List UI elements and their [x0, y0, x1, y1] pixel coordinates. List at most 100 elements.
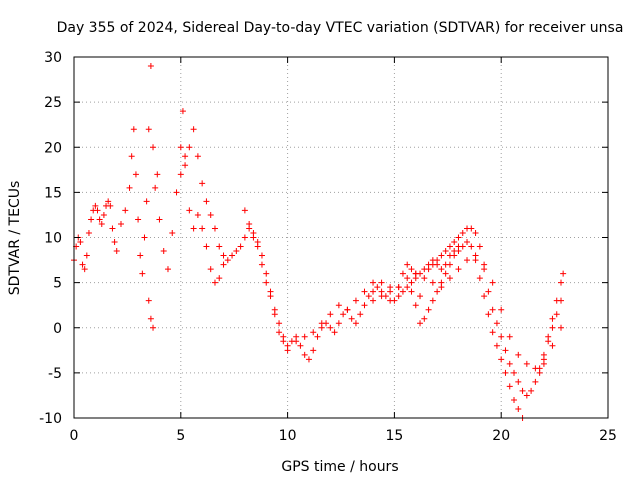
- data-point: [378, 279, 385, 286]
- data-point: [122, 207, 129, 214]
- data-point: [160, 248, 167, 255]
- data-point: [301, 333, 308, 340]
- data-point: [438, 284, 445, 291]
- x-tick-label: 25: [599, 428, 617, 444]
- data-point: [434, 261, 441, 268]
- data-point: [229, 252, 236, 259]
- data-point: [438, 252, 445, 259]
- data-point: [511, 396, 518, 403]
- data-point: [271, 311, 278, 318]
- data-point: [96, 216, 103, 223]
- data-point: [549, 324, 556, 331]
- y-tick-label: -10: [39, 411, 62, 427]
- data-point: [186, 207, 193, 214]
- data-point: [442, 270, 449, 277]
- data-point: [365, 293, 372, 300]
- data-point: [468, 243, 475, 250]
- data-point: [455, 266, 462, 273]
- data-point: [442, 248, 449, 255]
- data-point: [267, 293, 274, 300]
- data-point: [455, 234, 462, 241]
- data-point: [417, 320, 424, 327]
- data-point: [241, 234, 248, 241]
- data-point: [523, 360, 530, 367]
- data-point: [438, 266, 445, 273]
- data-point: [250, 234, 257, 241]
- data-point: [489, 329, 496, 336]
- data-point: [468, 225, 475, 232]
- data-point: [344, 306, 351, 313]
- data-point: [92, 202, 99, 209]
- y-tick-label: 5: [53, 276, 62, 292]
- data-point: [404, 284, 411, 291]
- grid: [74, 57, 608, 418]
- data-point: [532, 365, 539, 372]
- data-point: [194, 211, 201, 218]
- data-point: [186, 144, 193, 151]
- data-point: [558, 279, 565, 286]
- data-point: [263, 270, 270, 277]
- data-point: [194, 153, 201, 160]
- data-point: [549, 315, 556, 322]
- data-point: [485, 311, 492, 318]
- data-point: [421, 315, 428, 322]
- data-point: [335, 302, 342, 309]
- data-point: [79, 261, 86, 268]
- data-point: [293, 338, 300, 345]
- data-point: [177, 144, 184, 151]
- axis-ticks: [73, 56, 609, 419]
- data-point: [408, 279, 415, 286]
- data-point: [532, 378, 539, 385]
- data-point: [549, 342, 556, 349]
- data-point: [83, 252, 90, 259]
- data-point: [361, 288, 368, 295]
- data-point: [113, 248, 120, 255]
- data-point: [446, 275, 453, 282]
- data-point: [130, 126, 137, 133]
- data-point: [536, 369, 543, 376]
- data-point: [391, 297, 398, 304]
- data-point: [276, 329, 283, 336]
- data-point: [199, 180, 206, 187]
- data-point: [220, 261, 227, 268]
- data-point: [107, 202, 114, 209]
- data-point: [143, 198, 150, 205]
- series-1: [71, 63, 565, 399]
- data-point: [553, 297, 560, 304]
- data-point: [111, 239, 118, 246]
- data-point: [258, 252, 265, 259]
- data-point: [179, 108, 186, 115]
- data-point: [128, 153, 135, 160]
- data-point: [135, 216, 142, 223]
- data-point: [498, 356, 505, 363]
- data-point: [553, 311, 560, 318]
- data-point: [417, 293, 424, 300]
- data-point: [506, 333, 513, 340]
- data-point: [498, 333, 505, 340]
- data-point: [331, 329, 338, 336]
- data-point: [425, 306, 432, 313]
- data-point: [216, 243, 223, 250]
- data-points: [71, 63, 567, 421]
- data-point: [476, 275, 483, 282]
- data-point: [237, 243, 244, 250]
- data-point: [476, 243, 483, 250]
- data-point: [493, 342, 500, 349]
- data-point: [560, 270, 567, 277]
- data-point: [472, 252, 479, 259]
- data-point: [327, 311, 334, 318]
- data-point: [455, 243, 462, 250]
- data-point: [361, 302, 368, 309]
- data-point: [395, 293, 402, 300]
- data-point: [489, 306, 496, 313]
- y-axis-label: SDTVAR / TECUs: [7, 181, 23, 296]
- data-point: [357, 311, 364, 318]
- data-point: [150, 324, 157, 331]
- data-point: [515, 405, 522, 412]
- x-tick-label: 0: [70, 428, 79, 444]
- data-point: [305, 356, 312, 363]
- data-point: [263, 279, 270, 286]
- data-point: [276, 320, 283, 327]
- data-point: [216, 275, 223, 282]
